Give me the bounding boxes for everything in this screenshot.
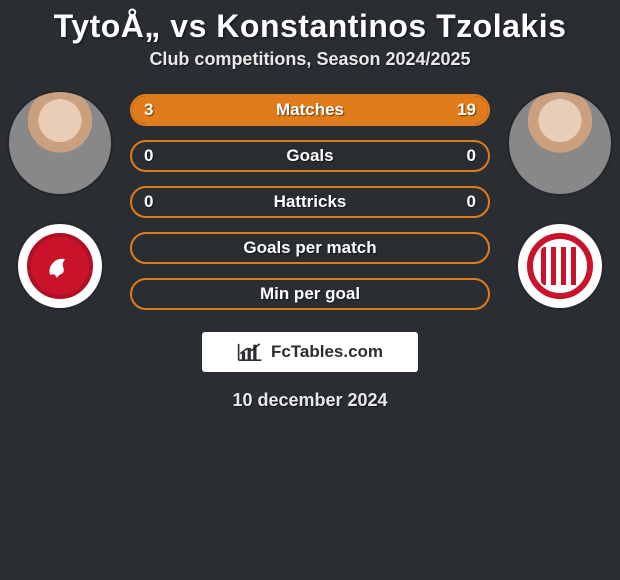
stat-value-left: 0 [144,192,153,212]
stat-fill-left [132,96,182,124]
stat-value-right: 0 [467,192,476,212]
chart-icon [237,342,263,362]
stat-label: Min per goal [260,284,360,304]
comparison-main: 3 19 Matches 0 0 Goals 0 0 Hattricks Goals per ma… [0,92,620,310]
stat-label: Goals per match [243,238,376,258]
stat-row: Min per goal [130,278,490,310]
stat-row: Goals per match [130,232,490,264]
stat-label: Matches [276,100,344,120]
branding-badge: FcTables.com [202,332,418,372]
branding-text: FcTables.com [271,342,383,362]
right-player-column [508,92,612,308]
right-player-avatar [509,92,611,194]
stat-value-right: 19 [457,100,476,120]
stat-value-left: 3 [144,100,153,120]
stat-value-left: 0 [144,146,153,166]
snapshot-date: 10 december 2024 [0,390,620,411]
stat-value-right: 0 [467,146,476,166]
comparison-subtitle: Club competitions, Season 2024/2025 [0,49,620,92]
left-player-avatar [9,92,111,194]
stat-label: Goals [286,146,333,166]
stat-bars: 3 19 Matches 0 0 Goals 0 0 Hattricks Goals per ma… [130,92,490,310]
comparison-title: TytoÅ„ vs Konstantinos Tzolakis [0,0,620,49]
stat-row: 0 0 Goals [130,140,490,172]
left-club-badge [18,224,102,308]
stat-label: Hattricks [274,192,347,212]
stat-row: 3 19 Matches [130,94,490,126]
left-player-column [8,92,112,308]
stat-row: 0 0 Hattricks [130,186,490,218]
right-club-badge [518,224,602,308]
